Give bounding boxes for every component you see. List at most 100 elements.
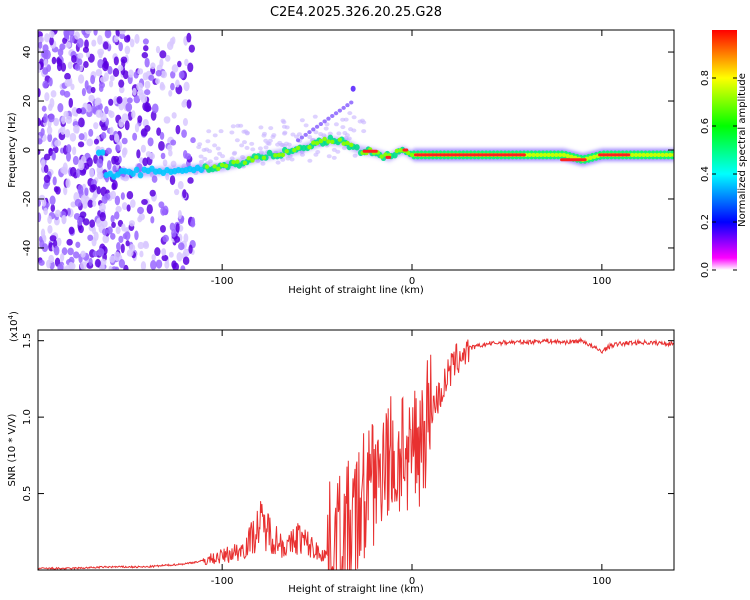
spec-noise-mark: [86, 157, 93, 168]
spec-noise-mark: [182, 256, 190, 265]
spec-noise-mark: [215, 146, 221, 151]
spec-noise-mark: [170, 139, 177, 146]
spec-noise-mark: [134, 33, 140, 44]
spec-ridge-mark: [198, 166, 205, 173]
spec-noise-mark: [191, 217, 196, 227]
spec-noise-mark: [137, 241, 145, 250]
spec-noise-mark: [175, 223, 180, 233]
spec-noise-mark: [53, 117, 60, 127]
spec-noise-mark: [94, 97, 102, 106]
spec-branch-mark: [341, 105, 346, 110]
spec-noise-mark: [97, 247, 105, 257]
spec-ridge-core-mark: [223, 163, 229, 169]
spec-noise-mark: [38, 62, 41, 71]
spec-noise-mark: [127, 69, 134, 78]
spec-noise-mark: [147, 137, 154, 147]
spec-noise-mark: [126, 249, 134, 257]
spec-noise-mark: [43, 164, 49, 174]
spec-noise-mark: [51, 56, 57, 65]
spec-ridge-core-mark: [550, 152, 555, 158]
spec-noise-mark: [340, 117, 346, 122]
spec-ridge-core-mark: [637, 152, 643, 158]
spec-noise-mark: [151, 175, 158, 183]
spec-noise-mark: [48, 30, 55, 39]
spec-noise-mark: [188, 244, 193, 254]
spec-noise-mark: [113, 35, 119, 43]
spec-noise-mark: [84, 39, 89, 49]
spec-noise-mark: [307, 158, 313, 163]
spec-ridge-core-mark: [307, 145, 312, 150]
spec-branch-mark: [299, 135, 305, 140]
spec-ridge-core-mark: [383, 152, 388, 157]
spec-noise-mark: [44, 92, 50, 102]
spec-noise-mark: [249, 141, 255, 146]
spec-ridge-core-mark: [216, 166, 221, 172]
spec-noise-mark: [92, 250, 99, 258]
spec-noise-mark: [41, 198, 47, 207]
spec-noise-mark: [49, 97, 55, 108]
spec-noise-mark: [76, 168, 81, 178]
spec-noise-mark: [144, 102, 151, 113]
spec-ridge-core-mark: [531, 152, 536, 158]
spec-noise-mark: [361, 129, 367, 134]
spec-noise-mark: [141, 52, 149, 59]
spec-ridge-core-mark: [250, 158, 255, 163]
spec-noise-mark: [137, 68, 144, 75]
spec-noise-mark: [43, 113, 48, 124]
spec-noise-mark: [229, 130, 235, 135]
spec-ridge-core-mark: [311, 140, 316, 145]
spec-noise-mark: [38, 212, 42, 223]
spec-noise-mark: [160, 70, 168, 79]
spec-noise-mark: [72, 146, 77, 156]
spec-y-tick-label: 0: [22, 147, 33, 153]
spec-noise-mark: [96, 186, 101, 195]
spec-noise-mark: [49, 235, 57, 242]
spec-noise-mark: [78, 117, 85, 128]
spec-ridge-core-mark: [231, 160, 236, 165]
spec-noise-mark: [268, 126, 274, 131]
spec-noise-mark: [234, 138, 240, 143]
spec-noise-mark: [163, 116, 171, 124]
spec-noise-mark: [91, 226, 96, 235]
spec-noise-mark: [102, 228, 108, 236]
spec-noise-mark: [175, 79, 180, 88]
spec-noise-mark: [95, 68, 103, 77]
spec-noise-mark: [150, 62, 156, 70]
spec-noise-mark: [59, 252, 65, 262]
spec-noise-mark: [113, 251, 121, 262]
spec-noise-mark: [62, 37, 68, 45]
spec-noise-mark: [82, 46, 90, 53]
spec-noise-mark: [154, 247, 161, 257]
spec-x-tick-label: 100: [592, 276, 611, 287]
spec-noise-mark: [86, 103, 92, 113]
spec-noise-mark: [92, 200, 97, 207]
spec-noise-mark: [124, 45, 131, 55]
spec-noise-mark: [112, 68, 120, 77]
spec-noise-mark: [100, 132, 107, 139]
spec-noise-mark: [213, 156, 219, 161]
spec-noise-mark: [289, 157, 295, 162]
spec-noise-mark: [91, 39, 97, 47]
spec-noise-mark: [78, 160, 85, 171]
spec-ridge-core-mark: [527, 152, 532, 158]
spec-noise-mark: [124, 120, 130, 131]
spec-ridge-core-mark: [588, 155, 593, 161]
colorbar-tick-label: 0.2: [700, 214, 711, 230]
spec-noise-mark: [182, 189, 187, 199]
spec-noise-mark: [198, 154, 204, 159]
spec-noise-mark: [347, 111, 353, 116]
spec-noise-mark: [158, 201, 165, 209]
spec-noise-mark: [64, 128, 71, 138]
spec-noise-mark: [66, 238, 73, 246]
spec-ridge-mark: [114, 171, 121, 178]
spec-ridge-core-mark: [292, 147, 297, 153]
spec-noise-mark: [118, 118, 125, 128]
spec-ridge-core-mark: [633, 152, 639, 158]
spec-noise-mark: [43, 153, 51, 161]
spec-noise-mark: [199, 159, 205, 164]
spec-noise-mark: [89, 219, 96, 228]
spec-y-tick-label: -20: [22, 191, 33, 207]
spec-noise-mark: [117, 155, 122, 164]
spec-ridge-core-mark: [398, 148, 403, 153]
spec-noise-mark: [70, 83, 75, 91]
